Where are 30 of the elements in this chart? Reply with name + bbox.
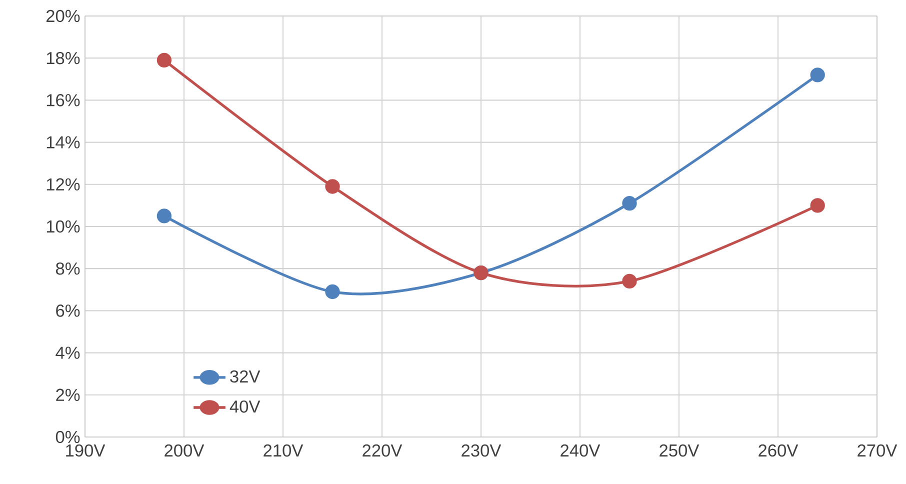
point: [622, 196, 637, 211]
y-tick-label: 10%: [46, 220, 80, 233]
y-tick-label: 16%: [46, 94, 80, 106]
point: [325, 284, 340, 300]
x-tick-label: 210V: [264, 444, 304, 457]
x-tick-label: 240V: [560, 444, 600, 457]
x-tick-label: 200V: [164, 444, 204, 457]
y-tick-label: 18%: [46, 52, 80, 64]
x-tick-label: 190V: [66, 444, 106, 457]
x-tick-label: 270V: [858, 444, 898, 457]
point: [156, 208, 172, 224]
y-tick-label: 14%: [46, 136, 80, 148]
point: [156, 52, 172, 68]
y-tick-label: 6%: [56, 304, 80, 317]
y-tick-label: 0%: [56, 430, 80, 444]
point: [622, 274, 637, 289]
point: [810, 198, 825, 213]
y-tick-label: 2%: [56, 388, 80, 401]
point: [810, 68, 825, 82]
legend-label: 40V: [230, 400, 260, 413]
legend-label: 32V: [230, 370, 260, 383]
point: [325, 179, 340, 194]
x-tick-label: 230V: [462, 444, 502, 457]
x-tick-label: 220V: [362, 444, 402, 457]
x-tick-label: 260V: [758, 444, 798, 457]
x-tick-label: 250V: [660, 444, 700, 457]
y-tick-label: 4%: [56, 346, 80, 359]
y-tick-label: 12%: [46, 178, 80, 190]
y-tick-label: 8%: [56, 262, 80, 275]
y-tick-label: 20%: [46, 10, 80, 22]
